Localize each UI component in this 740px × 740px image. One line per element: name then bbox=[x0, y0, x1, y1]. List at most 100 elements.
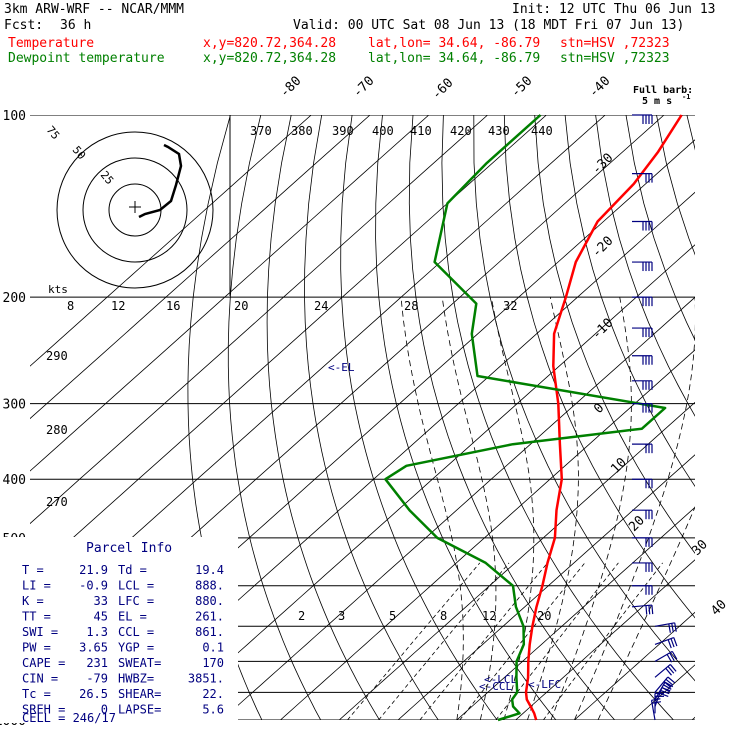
mixing-ratio-line bbox=[378, 562, 510, 720]
isotherm bbox=[30, 115, 371, 420]
mixing-ratio-line bbox=[543, 562, 663, 720]
wind-barb bbox=[632, 585, 653, 595]
isotherm-label: -60 bbox=[429, 76, 456, 103]
temperature-xy: x,y=820.72,364.28 bbox=[203, 36, 337, 51]
theta-label: 380 bbox=[291, 124, 313, 138]
parcel-value: 888. bbox=[195, 579, 224, 593]
mixing-ratio-label: 2 bbox=[298, 609, 305, 623]
theta-label: 400 bbox=[372, 124, 394, 138]
isotherm bbox=[338, 401, 695, 720]
isotherm-label: 10 bbox=[608, 455, 630, 477]
parcel-label: CIN = bbox=[22, 672, 58, 686]
isotherm-label: -50 bbox=[508, 74, 535, 101]
dry-adiabat bbox=[408, 115, 616, 720]
mixing-ratio-label: 8 bbox=[67, 299, 74, 313]
mixing-ratio-label: 20 bbox=[537, 609, 551, 623]
moist-adiabat bbox=[400, 297, 464, 720]
dry-adiabat bbox=[656, 115, 695, 256]
dry-adiabat bbox=[304, 115, 439, 720]
parcel-label: SWI = bbox=[22, 625, 58, 639]
isotherm bbox=[221, 296, 695, 720]
level-annotation: <-CCL bbox=[479, 680, 512, 693]
wind-barb bbox=[632, 296, 653, 307]
parcel-value: 19.4 bbox=[195, 563, 224, 577]
isotherm bbox=[280, 349, 695, 720]
isotherm bbox=[30, 115, 312, 367]
parcel-label: SWEAT= bbox=[118, 656, 161, 670]
wind-barb bbox=[632, 443, 653, 454]
wind-barb bbox=[632, 220, 653, 231]
isotherm-label: -40 bbox=[586, 74, 613, 101]
wind-barb bbox=[654, 663, 677, 678]
hodo-ring-label: 50 bbox=[70, 144, 88, 163]
dewpoint-profile bbox=[384, 114, 667, 722]
parcel-value: 0.1 bbox=[202, 641, 224, 655]
mixing-ratio-label: 12 bbox=[482, 609, 496, 623]
mixing-ratio-label: 12 bbox=[111, 299, 125, 313]
isotherm bbox=[632, 664, 695, 720]
wind-barb bbox=[654, 637, 678, 649]
valid-time: Valid: 00 UTC Sat 08 Jun 13 (18 MDT Fri … bbox=[293, 18, 685, 33]
wind-barb bbox=[632, 114, 653, 124]
dewpoint-latlon: lat,lon= 34.64, -86.79 bbox=[368, 51, 541, 66]
parcel-value: 5.6 bbox=[202, 703, 224, 717]
barb-legend-title: Full barb: bbox=[633, 85, 693, 96]
wind-barb bbox=[632, 327, 653, 338]
isotherm-label: 0 bbox=[591, 401, 607, 417]
pressure-tick-label: 300 bbox=[3, 398, 26, 413]
parcel-label: TT = bbox=[22, 610, 51, 624]
parcel-label: YGP = bbox=[118, 641, 154, 655]
wind-barb bbox=[654, 622, 677, 633]
theta-label: 370 bbox=[250, 124, 272, 138]
init-time: Init: 12 UTC Thu 06 Jun 13 bbox=[512, 2, 716, 17]
temperature-latlon: lat,lon= 34.64, -86.79 bbox=[368, 36, 541, 51]
parcel-label: K = bbox=[22, 594, 44, 608]
dry-adiabat bbox=[227, 115, 322, 720]
wind-barb bbox=[632, 261, 653, 272]
isotherm bbox=[691, 716, 695, 720]
parcel-value: 45 bbox=[94, 610, 108, 624]
parcel-value: 3851. bbox=[188, 672, 224, 686]
theta-label: 420 bbox=[450, 124, 472, 138]
hodo-units: kts bbox=[48, 283, 68, 296]
parcel-label: HWBZ= bbox=[118, 672, 154, 686]
hodograph: 75 50 25 kts bbox=[44, 115, 231, 296]
isotherm-label: -10 bbox=[589, 316, 616, 343]
parcel-label: LFC = bbox=[118, 594, 154, 608]
wind-barb bbox=[632, 403, 653, 413]
mixing-ratio-label: 16 bbox=[166, 299, 180, 313]
wind-barb bbox=[632, 478, 653, 489]
theta-label: 290 bbox=[46, 349, 68, 363]
wind-barb bbox=[654, 650, 678, 663]
wind-barb bbox=[632, 509, 653, 520]
mixing-ratio-label: 20 bbox=[234, 299, 248, 313]
parcel-value: 261. bbox=[195, 610, 224, 624]
wind-barb bbox=[632, 355, 653, 365]
isotherm bbox=[397, 454, 695, 720]
pressure-tick-label: 100 bbox=[3, 109, 26, 124]
moist-adiabat bbox=[527, 297, 579, 720]
moist-adiabat bbox=[574, 297, 695, 720]
parcel-value: 1.3 bbox=[86, 625, 108, 639]
parcel-label: CAPE = bbox=[22, 656, 65, 670]
parcel-value: 26.5 bbox=[79, 687, 108, 701]
temperature-station: stn=HSV ,72323 bbox=[560, 36, 670, 51]
pressure-tick-label: 400 bbox=[3, 473, 26, 488]
wind-barb bbox=[632, 537, 653, 547]
parcel-value: 170 bbox=[202, 656, 224, 670]
isotherm-label: -30 bbox=[589, 151, 616, 178]
parcel-label: SREH = bbox=[22, 703, 65, 717]
dewpoint-xy: x,y=820.72,364.28 bbox=[203, 51, 337, 66]
parcel-label: LAPSE= bbox=[118, 703, 161, 717]
mixing-ratio-line bbox=[419, 562, 548, 720]
parcel-info-title: Parcel Info bbox=[86, 541, 172, 556]
dry-adiabat bbox=[595, 115, 695, 417]
wind-barb bbox=[631, 604, 654, 615]
isotherm-label: 40 bbox=[708, 597, 730, 619]
theta-label: 430 bbox=[488, 124, 510, 138]
theta-label: 270 bbox=[46, 495, 68, 509]
dry-adiabat bbox=[266, 115, 380, 720]
dry-adiabat bbox=[340, 115, 498, 720]
parcel-value: 0 bbox=[101, 703, 108, 717]
parcel-value: -79 bbox=[86, 672, 108, 686]
